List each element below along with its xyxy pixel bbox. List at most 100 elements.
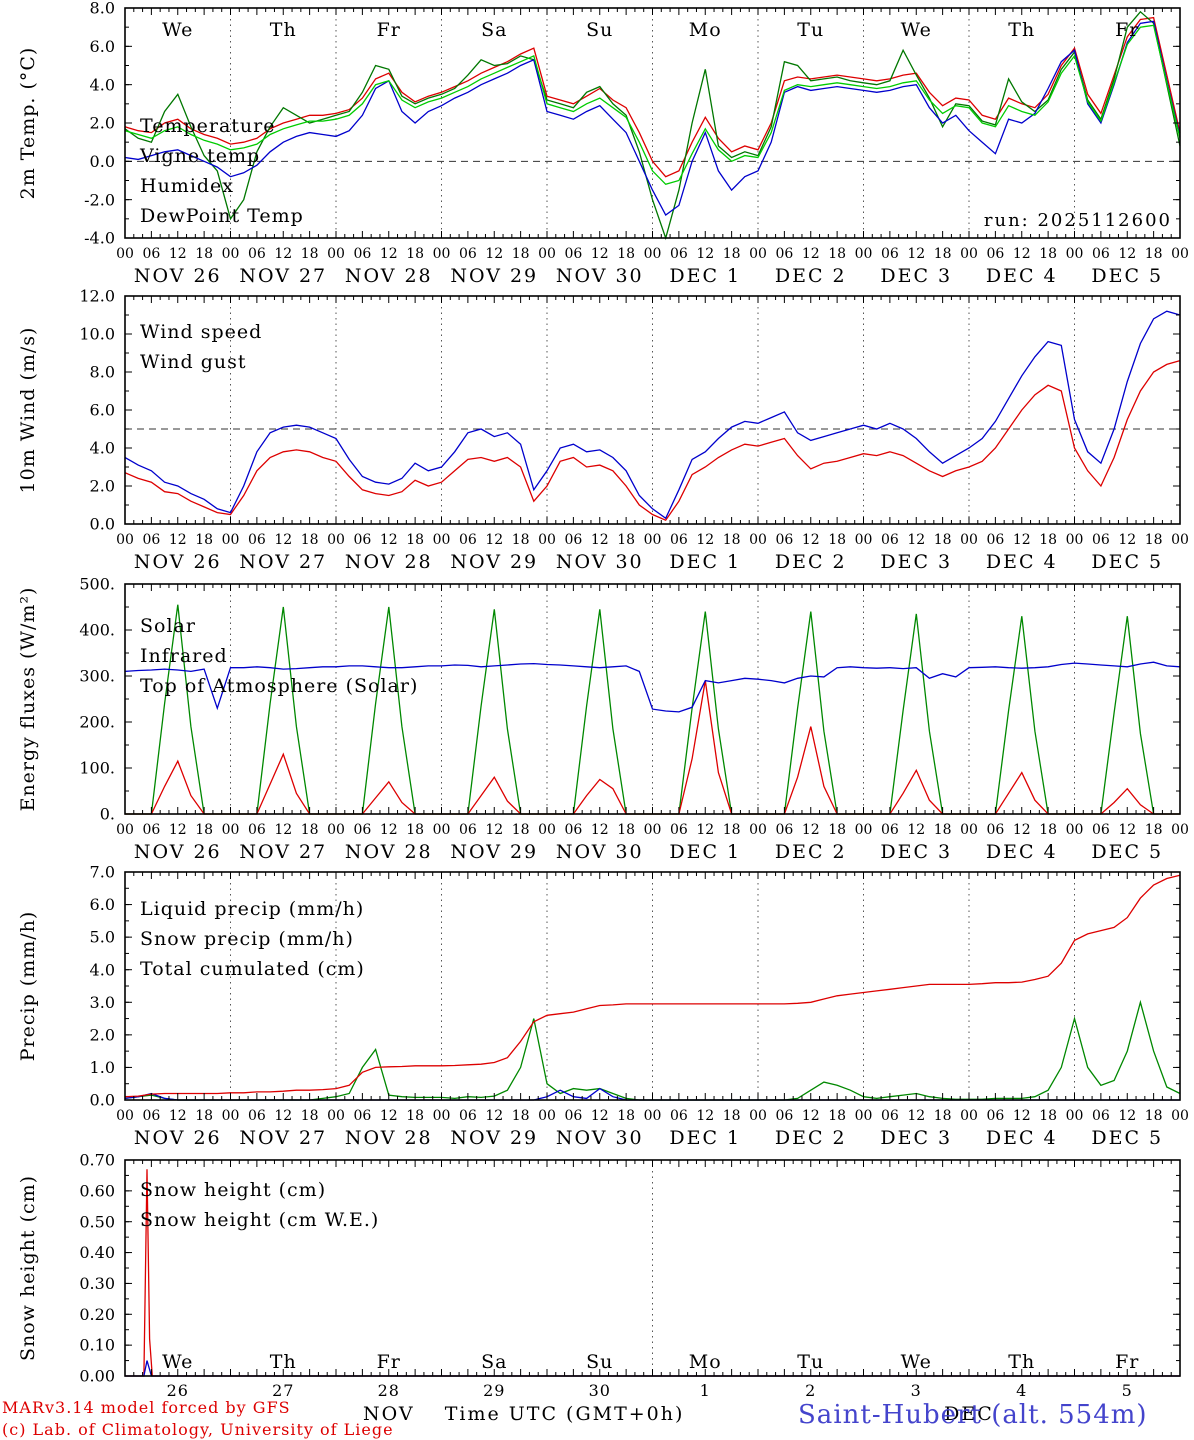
hour-label: 18 bbox=[617, 1108, 635, 1124]
date-label: DEC 1 bbox=[669, 841, 741, 863]
station-name: Saint-Hubert (alt. 554m) bbox=[798, 1400, 1148, 1430]
y-tick-label: 500. bbox=[79, 575, 115, 594]
date-label: DEC 2 bbox=[775, 551, 847, 573]
hour-label: 18 bbox=[934, 1108, 952, 1124]
y-tick-label: 0.0 bbox=[90, 1091, 115, 1110]
hour-label: 12 bbox=[380, 1108, 398, 1124]
hour-label: 00 bbox=[749, 1108, 767, 1124]
date-number: 3 bbox=[911, 1381, 922, 1400]
legend-snow-0: Snow height (cm) bbox=[140, 1179, 326, 1201]
date-number: 4 bbox=[1016, 1381, 1027, 1400]
hour-label: 12 bbox=[802, 246, 820, 262]
hour-label: 06 bbox=[986, 1108, 1004, 1124]
hour-label: 06 bbox=[564, 1108, 582, 1124]
hour-label: 18 bbox=[195, 822, 213, 838]
legend-temperature-3: DewPoint Temp bbox=[140, 205, 304, 227]
date-label: NOV 26 bbox=[134, 265, 222, 287]
hour-label: 00 bbox=[855, 246, 873, 262]
hour-label: 12 bbox=[907, 532, 925, 548]
series-wind-speed bbox=[124, 359, 1181, 522]
hour-label: 12 bbox=[169, 822, 187, 838]
hour-label: 12 bbox=[274, 1108, 292, 1124]
y-tick-label: 0.0 bbox=[90, 515, 115, 534]
hour-label: 00 bbox=[855, 822, 873, 838]
hour-label: 12 bbox=[169, 532, 187, 548]
hour-label: 00 bbox=[538, 532, 556, 548]
date-label: NOV 30 bbox=[556, 841, 644, 863]
hour-label: 12 bbox=[485, 822, 503, 838]
hour-label: 18 bbox=[406, 1108, 424, 1124]
panel-energy: 500. 400. 300. 200. 100. 0. Energy fluxes (W/m… bbox=[17, 575, 1189, 863]
legend-precip-0: Liquid precip (mm/h) bbox=[140, 898, 364, 920]
hour-label: 00 bbox=[538, 246, 556, 262]
legend-snow-1: Snow height (cm W.E.) bbox=[140, 1209, 379, 1231]
date-label: DEC 4 bbox=[986, 1127, 1058, 1149]
copyright-line: (c) Lab. of Climatology, University of L… bbox=[2, 1420, 394, 1439]
hour-label: 18 bbox=[723, 532, 741, 548]
hour-label: 06 bbox=[775, 1108, 793, 1124]
y-tick-label: 8.0 bbox=[90, 363, 115, 382]
y-tick-label: 0.00 bbox=[79, 1367, 115, 1386]
legend-temperature-2: Humidex bbox=[140, 175, 234, 197]
hour-label: 00 bbox=[433, 532, 451, 548]
hour-label: 18 bbox=[301, 246, 319, 262]
y-tick-label: 200. bbox=[79, 713, 115, 732]
date-label: NOV 30 bbox=[556, 1127, 644, 1149]
hour-label: 18 bbox=[1145, 1108, 1163, 1124]
hour-label: 00 bbox=[644, 532, 662, 548]
series-infrared bbox=[124, 661, 1181, 713]
hour-label: 00 bbox=[1066, 1108, 1084, 1124]
date-label: DEC 2 bbox=[775, 1127, 847, 1149]
hour-label: 06 bbox=[564, 246, 582, 262]
hour-label: 12 bbox=[907, 822, 925, 838]
hour-label: 12 bbox=[1118, 532, 1136, 548]
hour-label: 00 bbox=[855, 1108, 873, 1124]
date-label: NOV 27 bbox=[239, 841, 327, 863]
hour-label: 18 bbox=[828, 532, 846, 548]
hour-label: 00 bbox=[433, 822, 451, 838]
hour-label: 12 bbox=[274, 532, 292, 548]
hour-label: 00 bbox=[1171, 822, 1189, 838]
hour-label: 12 bbox=[591, 822, 609, 838]
hour-label: 18 bbox=[512, 532, 530, 548]
hour-label: 06 bbox=[986, 246, 1004, 262]
hour-label: 00 bbox=[222, 822, 240, 838]
hour-label: 06 bbox=[1092, 246, 1110, 262]
hour-label: 06 bbox=[775, 246, 793, 262]
hour-label: 06 bbox=[670, 1108, 688, 1124]
hour-label: 06 bbox=[459, 532, 477, 548]
month-label: NOV bbox=[363, 1403, 415, 1425]
y-tick-label: 1.0 bbox=[90, 1058, 115, 1077]
date-number: 2 bbox=[805, 1381, 816, 1400]
hour-label: 06 bbox=[353, 246, 371, 262]
y-tick-label: 400. bbox=[79, 621, 115, 640]
y-axis-title: 10m Wind (m/s) bbox=[17, 327, 39, 494]
hour-label: 00 bbox=[433, 1108, 451, 1124]
hour-label: 00 bbox=[433, 246, 451, 262]
hour-label: 00 bbox=[327, 246, 345, 262]
hour-label: 12 bbox=[380, 246, 398, 262]
day-name-label: Tu bbox=[797, 1351, 824, 1373]
hour-label: 12 bbox=[380, 822, 398, 838]
date-label: NOV 29 bbox=[450, 265, 538, 287]
date-label: DEC 5 bbox=[1091, 1127, 1163, 1149]
hour-label: 18 bbox=[934, 246, 952, 262]
hour-label: 18 bbox=[828, 822, 846, 838]
hour-label: 12 bbox=[485, 1108, 503, 1124]
hour-label: 12 bbox=[380, 532, 398, 548]
y-tick-label: 6.0 bbox=[90, 37, 115, 56]
day-name-label: Th bbox=[270, 19, 297, 41]
y-tick-label: 3.0 bbox=[90, 993, 115, 1012]
hour-label: 06 bbox=[881, 532, 899, 548]
hour-label: 12 bbox=[1013, 1108, 1031, 1124]
day-name-label: Th bbox=[1008, 1351, 1035, 1373]
legend-precip-1: Snow precip (mm/h) bbox=[140, 928, 354, 950]
date-label: DEC 2 bbox=[775, 841, 847, 863]
y-tick-label: 12.0 bbox=[79, 287, 115, 306]
hour-label: 18 bbox=[723, 1108, 741, 1124]
panel-wind: 12.0 10.0 8.0 6.0 4.0 2.0 0.0 10m Wind (m/s) 00 0… bbox=[17, 287, 1189, 573]
date-number: 5 bbox=[1122, 1381, 1133, 1400]
hour-label: 18 bbox=[934, 822, 952, 838]
y-axis-title: Snow height (cm) bbox=[17, 1175, 39, 1361]
